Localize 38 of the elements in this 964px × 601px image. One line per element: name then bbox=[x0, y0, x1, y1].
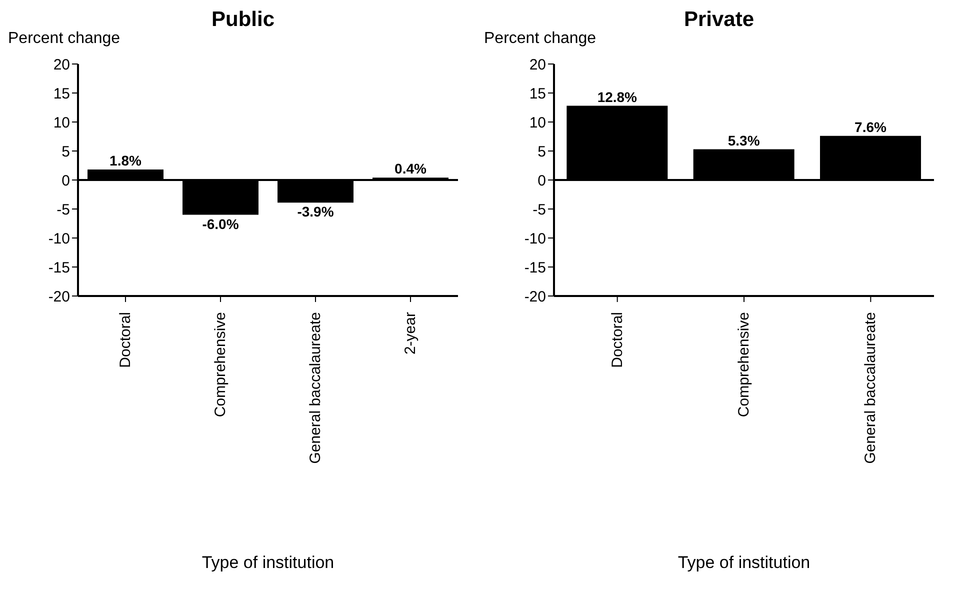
y-tick-label: 10 bbox=[53, 114, 70, 132]
y-tick-label: 15 bbox=[529, 85, 546, 102]
y-tick-label: -15 bbox=[48, 259, 70, 276]
x-tick-label: Comprehensive bbox=[212, 312, 229, 418]
y-tick-label: 20 bbox=[529, 56, 546, 74]
x-tick-label: General baccalaureate bbox=[307, 312, 324, 464]
y-tick-label: 5 bbox=[62, 143, 70, 160]
x-tick-label: Comprehensive bbox=[736, 312, 752, 418]
data-label: -6.0% bbox=[202, 216, 240, 232]
y-tick-label: 20 bbox=[53, 56, 70, 74]
chart-title: Public bbox=[211, 8, 274, 31]
x-axis-title: Type of institution bbox=[676, 553, 812, 573]
chart-title: Private bbox=[684, 8, 754, 31]
y-tick-label: -5 bbox=[532, 201, 546, 218]
y-tick-label: -5 bbox=[56, 201, 70, 218]
y-tick-label: 5 bbox=[538, 143, 546, 160]
data-label: -3.9% bbox=[297, 204, 334, 220]
data-label: 5.3% bbox=[728, 132, 760, 148]
data-label: 1.8% bbox=[110, 152, 142, 169]
y-axis-title: Percent change bbox=[8, 30, 120, 48]
y-tick-label: 10 bbox=[529, 114, 546, 132]
y-tick-label: -10 bbox=[48, 230, 70, 248]
x-tick-label: Doctoral bbox=[117, 312, 134, 368]
y-axis-title: Percent change bbox=[484, 30, 596, 48]
y-tick-label: -10 bbox=[524, 230, 546, 248]
data-label: 0.4% bbox=[394, 160, 427, 177]
data-label: 12.8% bbox=[597, 88, 638, 105]
x-tick-label: 2-year bbox=[402, 312, 419, 355]
y-tick-label: 15 bbox=[53, 85, 70, 102]
y-tick-label: -20 bbox=[48, 288, 70, 306]
y-tick-label: 0 bbox=[538, 172, 546, 190]
x-axis-title: Type of institution bbox=[200, 553, 336, 573]
y-tick-label: -20 bbox=[524, 288, 546, 306]
data-label: 7.6% bbox=[854, 118, 887, 135]
x-tick-label: General baccalaureate bbox=[862, 312, 880, 464]
x-tick-label: Doctoral bbox=[608, 312, 626, 368]
y-tick-label: -15 bbox=[524, 259, 546, 276]
y-tick-label: 0 bbox=[62, 172, 70, 190]
